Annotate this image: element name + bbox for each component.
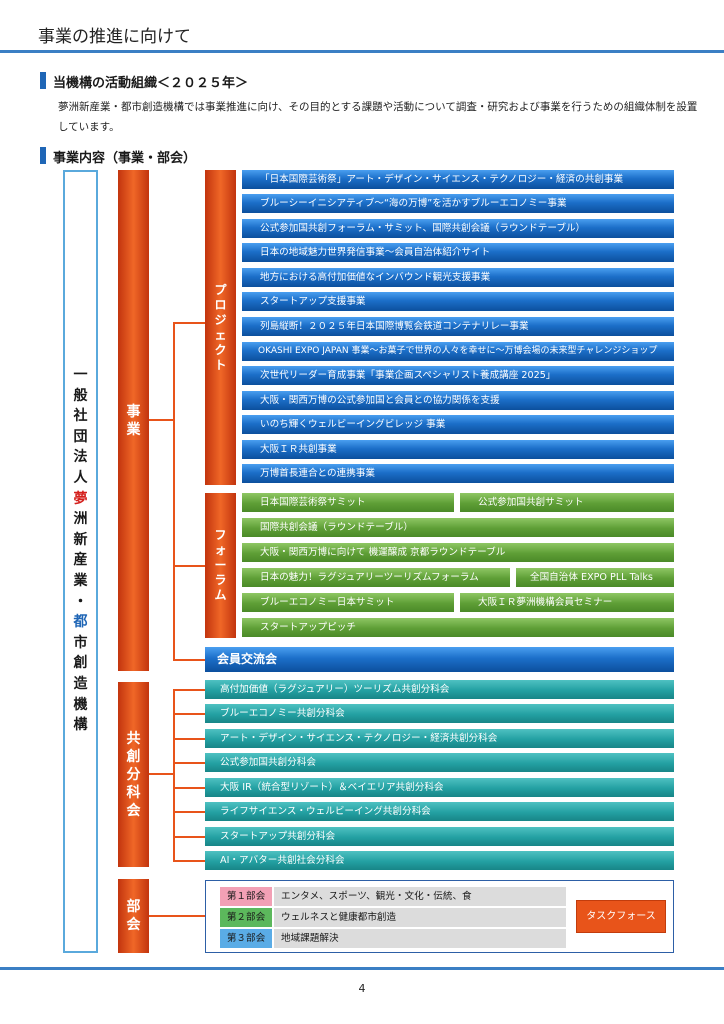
project-item: 地方における高付加価値なインバウンド観光支援事業 <box>242 268 674 287</box>
intro-paragraph: 夢洲新産業・都市創造機構では事業推進に向け、その目的とする課題や活動について調査… <box>58 101 698 133</box>
project-item: 公式参加国共創フォーラム・サミット、国際共創会議（ラウンドテーブル） <box>242 219 674 238</box>
project-item: ブルーシーイニシアティブ〜“海の万博”を活かすブルーエコノミー事業 <box>242 194 674 213</box>
project-item: 列島縦断！２０２５年日本国際博覧会鉄道コンテナリレー事業 <box>242 317 674 336</box>
department-tag: 第１部会 <box>220 887 272 906</box>
subcommittee-item: アート・デザイン・サイエンス・テクノロジー・経済共創分科会 <box>205 729 674 748</box>
project-item: 「日本国際芸術祭」アート・デザイン・サイエンス・テクノロジー・経済の共創事業 <box>242 170 674 189</box>
forum-item: 日本国際芸術祭サミット <box>242 493 454 512</box>
connector-line <box>173 836 205 838</box>
project-item: いのち輝くウェルビーイングビレッジ 事業 <box>242 415 674 434</box>
project-item: スタートアップ支援事業 <box>242 292 674 311</box>
forum-item: 公式参加国共創サミット <box>460 493 674 512</box>
connector-line <box>149 915 205 917</box>
forum-item: 日本の魅力！ラグジュアリーツーリズムフォーラム <box>242 568 510 587</box>
subcommittee-item: スタートアップ共創分科会 <box>205 827 674 846</box>
org-name-box: 一般社団法人 夢 洲新産業・ 都 市創造機構 <box>63 170 98 953</box>
subcommittee-item: 大阪 IR（統合型リゾート）＆ベイエリア共創分科会 <box>205 778 674 797</box>
subcommittee-item: 公式参加国共創分科会 <box>205 753 674 772</box>
department-description: エンタメ、スポーツ、観光・文化・伝統、食 <box>274 887 566 906</box>
taskforce-box: タスクフォース <box>576 900 666 933</box>
forum-item: 国際共創会議（ラウンドテーブル） <box>242 518 674 537</box>
subcommittee-item: AI・アバター共創社会分科会 <box>205 851 674 870</box>
department-description: ウェルネスと健康都市創造 <box>274 908 566 927</box>
department-description: 地域課題解決 <box>274 929 566 948</box>
section-marker <box>40 72 46 89</box>
subcommittee-item: ブルーエコノミー共創分科会 <box>205 704 674 723</box>
project-item: 次世代リーダー育成事業「事業企画スペシャリスト養成講座 2025」 <box>242 366 674 385</box>
department-tag: 第２部会 <box>220 908 272 927</box>
section-heading-content: 事業内容（事業・部会） <box>53 151 197 166</box>
connector-line <box>173 811 205 813</box>
department-box: 第１部会 エンタメ、スポーツ、観光・文化・伝統、食 第２部会 ウェルネスと健康都… <box>205 880 674 953</box>
forum-item: 大阪・関西万博に向けて 機運醸成 京都ラウンドテーブル <box>242 543 674 562</box>
department-row: 第２部会 ウェルネスと健康都市創造 <box>220 908 566 927</box>
connector-line <box>149 773 174 775</box>
connector-line <box>173 322 205 324</box>
connector-line <box>173 713 205 715</box>
connector-line <box>173 787 205 789</box>
connector-line <box>149 419 174 421</box>
category-forum: フォーラム <box>205 493 236 638</box>
department-row: 第３部会 地域課題解決 <box>220 929 566 948</box>
project-item: 大阪ＩＲ共創事業 <box>242 440 674 459</box>
section-marker <box>40 147 46 164</box>
forum-item: 全国自治体 EXPO PLL Talks <box>516 568 674 587</box>
connector-line <box>173 565 205 567</box>
footer-divider <box>0 967 724 970</box>
project-item: 万博首長連合との連携事業 <box>242 464 674 483</box>
connector-line <box>173 689 205 691</box>
category-project: プロジェクト <box>205 170 236 485</box>
category-subcommittee: 共創分科会 <box>118 682 149 867</box>
project-item: 日本の地域魅力世界発信事業〜会員自治体紹介サイト <box>242 243 674 262</box>
forum-item: スタートアップピッチ <box>242 618 674 637</box>
forum-item: 大阪ＩＲ夢洲機構会員セミナー <box>460 593 674 612</box>
category-business: 事業 <box>118 170 149 671</box>
connector-line <box>173 738 205 740</box>
connector-line <box>173 860 205 862</box>
connector-line <box>173 762 205 764</box>
subcommittee-item: 高付加価値（ラグジュアリー）ツーリズム共創分科会 <box>205 680 674 699</box>
members-exchange-bar: 会員交流会 <box>205 647 674 672</box>
org-name: 一般社団法人 夢 洲新産業・ 都 市創造機構 <box>73 367 88 734</box>
connector-line <box>173 689 175 862</box>
department-tag: 第３部会 <box>220 929 272 948</box>
header-divider <box>0 50 724 53</box>
connector-line <box>173 659 205 661</box>
project-item: 大阪・関西万博の公式参加国と会員との協力関係を支援 <box>242 391 674 410</box>
page-title: 事業の推進に向けて <box>38 27 191 47</box>
page-number: 4 <box>358 982 366 995</box>
section-heading-activity: 当機構の活動組織＜２０２５年＞ <box>53 76 249 91</box>
department-row: 第１部会 エンタメ、スポーツ、観光・文化・伝統、食 <box>220 887 566 906</box>
project-item: OKASHI EXPO JAPAN 事業〜お菓子で世界の人々を幸せに〜万博会場の… <box>242 342 674 361</box>
forum-item: ブルーエコノミー日本サミット <box>242 593 454 612</box>
subcommittee-item: ライフサイエンス・ウェルビーイング共創分科会 <box>205 802 674 821</box>
category-department: 部会 <box>118 879 149 953</box>
connector-line <box>173 322 175 661</box>
